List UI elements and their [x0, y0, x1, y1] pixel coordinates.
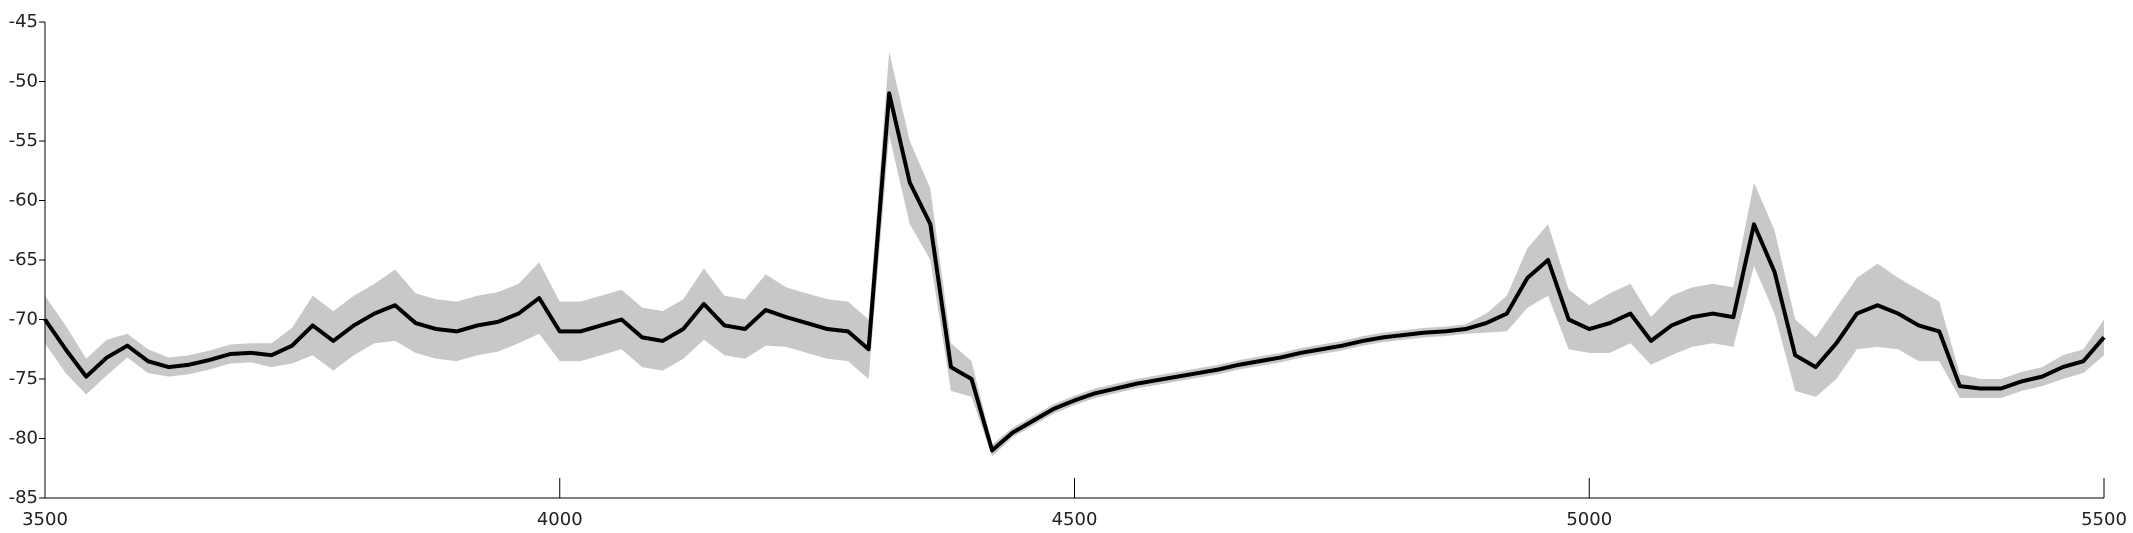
x-tick-label: 4500 — [1052, 509, 1098, 530]
x-tick-label: 4000 — [537, 509, 583, 530]
y-tick-label: -80 — [9, 428, 38, 449]
y-tick-label: -50 — [9, 71, 38, 92]
y-tick-label: -75 — [9, 368, 38, 389]
y-tick-label: -45 — [9, 11, 38, 32]
y-tick-label: -85 — [9, 487, 38, 508]
y-tick-label: -60 — [9, 190, 38, 211]
y-tick-label: -70 — [9, 309, 38, 330]
x-tick-label: 5000 — [1566, 509, 1612, 530]
x-tick-label: 3500 — [22, 509, 68, 530]
x-tick-label: 5500 — [2081, 509, 2127, 530]
spread-band — [45, 51, 2104, 457]
y-tick-label: -65 — [9, 249, 38, 270]
line — [43, 91, 2106, 453]
y-tick-label: -55 — [9, 130, 38, 151]
